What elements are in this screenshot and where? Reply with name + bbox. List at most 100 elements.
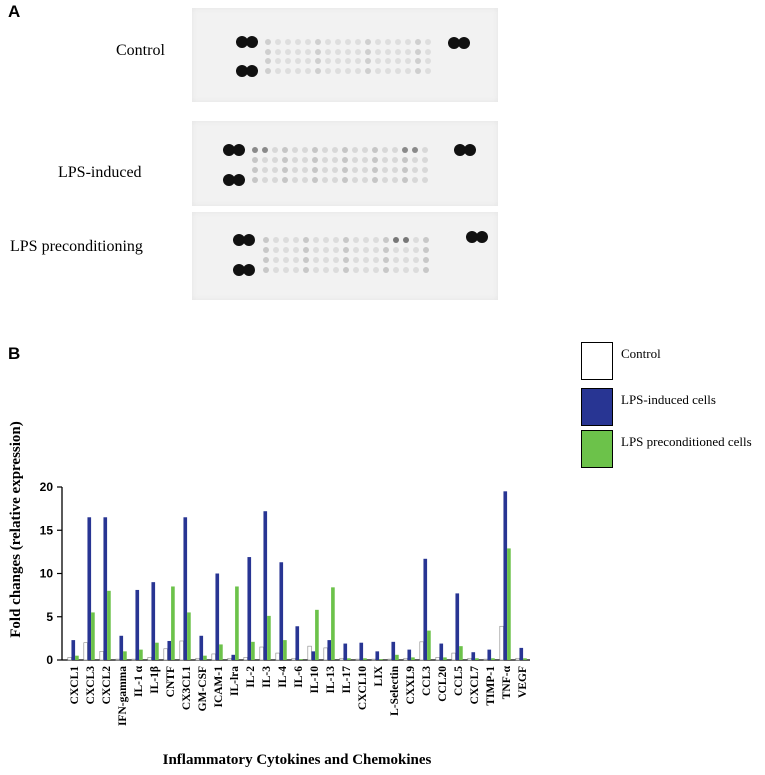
x-tick-label: VEGF (517, 666, 529, 698)
blot-spot (312, 147, 318, 153)
bar-lps-preconditioned (411, 657, 415, 660)
blot-spot (302, 177, 308, 183)
blot-spot (365, 39, 371, 45)
blot-spot (223, 174, 235, 186)
bar-lps-preconditioned (107, 590, 111, 660)
blot-spot (252, 147, 258, 153)
bar-control (483, 658, 488, 661)
x-tick-label: IL-1 α (133, 665, 145, 697)
bar-lps-preconditioned (123, 651, 127, 660)
blot-spot (466, 231, 478, 243)
x-tick-label: ICAM-1 (213, 666, 225, 708)
blot-spot (265, 68, 271, 74)
x-tick-label: IFN-gamma (117, 666, 129, 726)
x-tick-label: TIMP-1 (485, 666, 497, 706)
blot-spot (295, 49, 301, 55)
bar-lps-induced (359, 642, 364, 660)
blot-spot (382, 177, 388, 183)
blot-spot (323, 237, 329, 243)
blot-spot (262, 177, 268, 183)
x-tick-label: IL-6 (293, 666, 305, 688)
blot-spot (352, 177, 358, 183)
blot-spot (403, 257, 409, 263)
x-tick-label: CXCL7 (469, 666, 481, 705)
blot-spot (375, 49, 381, 55)
blot-spot (332, 147, 338, 153)
blot-spot (315, 39, 321, 45)
blot-spot (382, 147, 388, 153)
blot-spot (383, 257, 389, 263)
blot-spot (395, 58, 401, 64)
bar-lps-preconditioned (475, 658, 479, 660)
blot-spot (385, 58, 391, 64)
blot-spot (252, 177, 258, 183)
blot-spot (413, 257, 419, 263)
blot-spot (375, 39, 381, 45)
bar-lps-preconditioned (235, 586, 239, 660)
blot-spot (383, 237, 389, 243)
blot-spot (363, 247, 369, 253)
blot-spot (335, 39, 341, 45)
blot-spot (402, 177, 408, 183)
blot-spot (458, 37, 470, 49)
blot-spot (335, 49, 341, 55)
blot-spot (305, 58, 311, 64)
bar-lps-induced (263, 511, 268, 660)
blot-spot (285, 49, 291, 55)
blot-spot (375, 58, 381, 64)
blot-spot (333, 267, 339, 273)
blot-label-lps-induced: LPS-induced (58, 164, 142, 181)
bar-control (131, 658, 136, 661)
blot-spot (464, 144, 476, 156)
blot-spot (353, 247, 359, 253)
bar-control (499, 625, 504, 661)
blot-spot (392, 147, 398, 153)
blot-spot (272, 147, 278, 153)
y-tick-label: 20 (40, 480, 54, 494)
blot-spot (342, 157, 348, 163)
panel-letter-b: B (8, 344, 21, 363)
blot-spot (283, 247, 289, 253)
bar-lps-preconditioned (219, 644, 223, 660)
blot-spot (273, 267, 279, 273)
x-tick-label: CXCL2 (101, 666, 113, 705)
bar-lps-induced (199, 635, 204, 660)
blot-spot (272, 167, 278, 173)
blot-spot (322, 147, 328, 153)
bar-control (275, 652, 280, 661)
bar-control (451, 652, 456, 661)
blot-image-lps-induced (192, 121, 498, 206)
blot-spot (373, 267, 379, 273)
blot-spot (423, 267, 429, 273)
blot-spot (345, 58, 351, 64)
x-tick-label: IL-2 (245, 666, 257, 688)
bar-lps-induced (183, 517, 188, 660)
blot-spot (343, 247, 349, 253)
legend-swatch-lps-induced (581, 388, 613, 426)
blot-spot (422, 177, 428, 183)
y-tick-label: 0 (46, 653, 53, 667)
bar-lps-induced (295, 626, 300, 660)
blot-spot (352, 147, 358, 153)
x-tick-label: IL-1β (149, 666, 161, 694)
x-tick-label: CX3CL1 (181, 666, 193, 710)
blot-spot (313, 267, 319, 273)
bar-control (307, 645, 312, 661)
bar-lps-preconditioned (507, 548, 511, 660)
bar-control (115, 658, 120, 661)
x-axis-title: Inflammatory Cytokines and Chemokines (163, 752, 432, 768)
blot-spot (263, 237, 269, 243)
bar-control (147, 657, 152, 661)
blot-spot (332, 177, 338, 183)
blot-spot (412, 157, 418, 163)
blot-spot (315, 49, 321, 55)
blot-spot (402, 147, 408, 153)
blot-spot (365, 49, 371, 55)
bar-lps-preconditioned (443, 657, 447, 660)
legend-label-lps-induced: LPS-induced cells (621, 392, 716, 407)
bar-control (403, 657, 408, 661)
blot-label-lps-preconditioning: LPS preconditioning (10, 238, 143, 255)
blot-spot (263, 247, 269, 253)
blot-spot (425, 68, 431, 74)
bar-lps-preconditioned (363, 658, 367, 660)
